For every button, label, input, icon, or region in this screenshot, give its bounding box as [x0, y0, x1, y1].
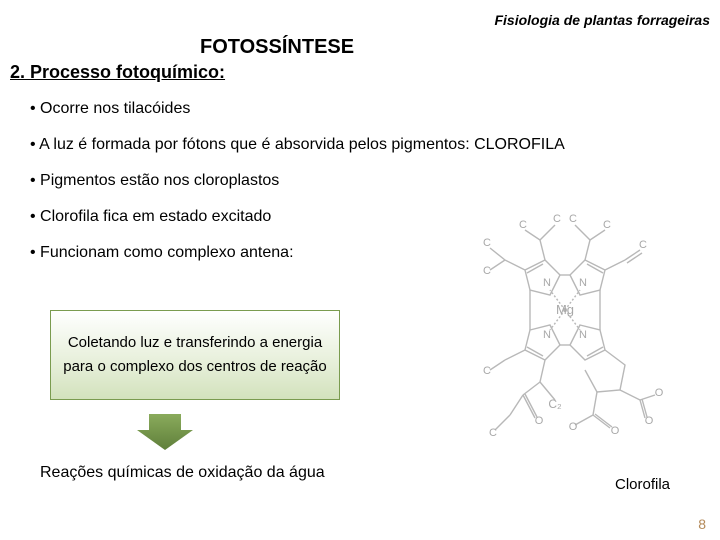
arrow-down-icon — [135, 412, 195, 457]
reactions-text: Reações químicas de oxidação da água — [40, 464, 325, 482]
svg-text:C: C — [489, 427, 497, 439]
slide-title: FOTOSSÍNTESE — [200, 36, 354, 59]
svg-text:O: O — [569, 421, 578, 433]
page-number: 8 — [698, 516, 706, 532]
svg-text:O: O — [535, 415, 544, 427]
svg-text:C: C — [603, 219, 611, 231]
svg-text:N: N — [579, 329, 587, 341]
svg-text:C₂: C₂ — [548, 397, 562, 411]
svg-text:C: C — [553, 213, 561, 225]
svg-text:O: O — [655, 387, 664, 399]
slide-subtitle: 2. Processo fotoquímico: — [10, 62, 225, 83]
bullet-item: • A luz é formada por fótons que é absor… — [30, 136, 710, 154]
svg-text:C: C — [483, 237, 491, 249]
bullet-item: • Ocorre nos tilacóides — [30, 100, 710, 118]
svg-text:C: C — [569, 213, 577, 225]
svg-text:C: C — [483, 365, 491, 377]
svg-text:C: C — [639, 239, 647, 251]
chlorophyll-structure-diagram: Mg N N N N C C C C C C C C C₂ O O O O O … — [415, 170, 715, 490]
svg-text:O: O — [611, 425, 620, 437]
svg-text:O: O — [645, 415, 654, 427]
svg-text:C: C — [483, 265, 491, 277]
svg-text:N: N — [579, 277, 587, 289]
mg-label: Mg — [556, 302, 574, 317]
svg-text:N: N — [543, 329, 551, 341]
svg-text:C: C — [519, 219, 527, 231]
callout-box: Coletando luz e transferindo a energia p… — [50, 310, 340, 400]
diagram-caption: Clorofila — [615, 476, 670, 493]
svg-text:N: N — [543, 277, 551, 289]
header-course-title: Fisiologia de plantas forrageiras — [494, 12, 710, 28]
